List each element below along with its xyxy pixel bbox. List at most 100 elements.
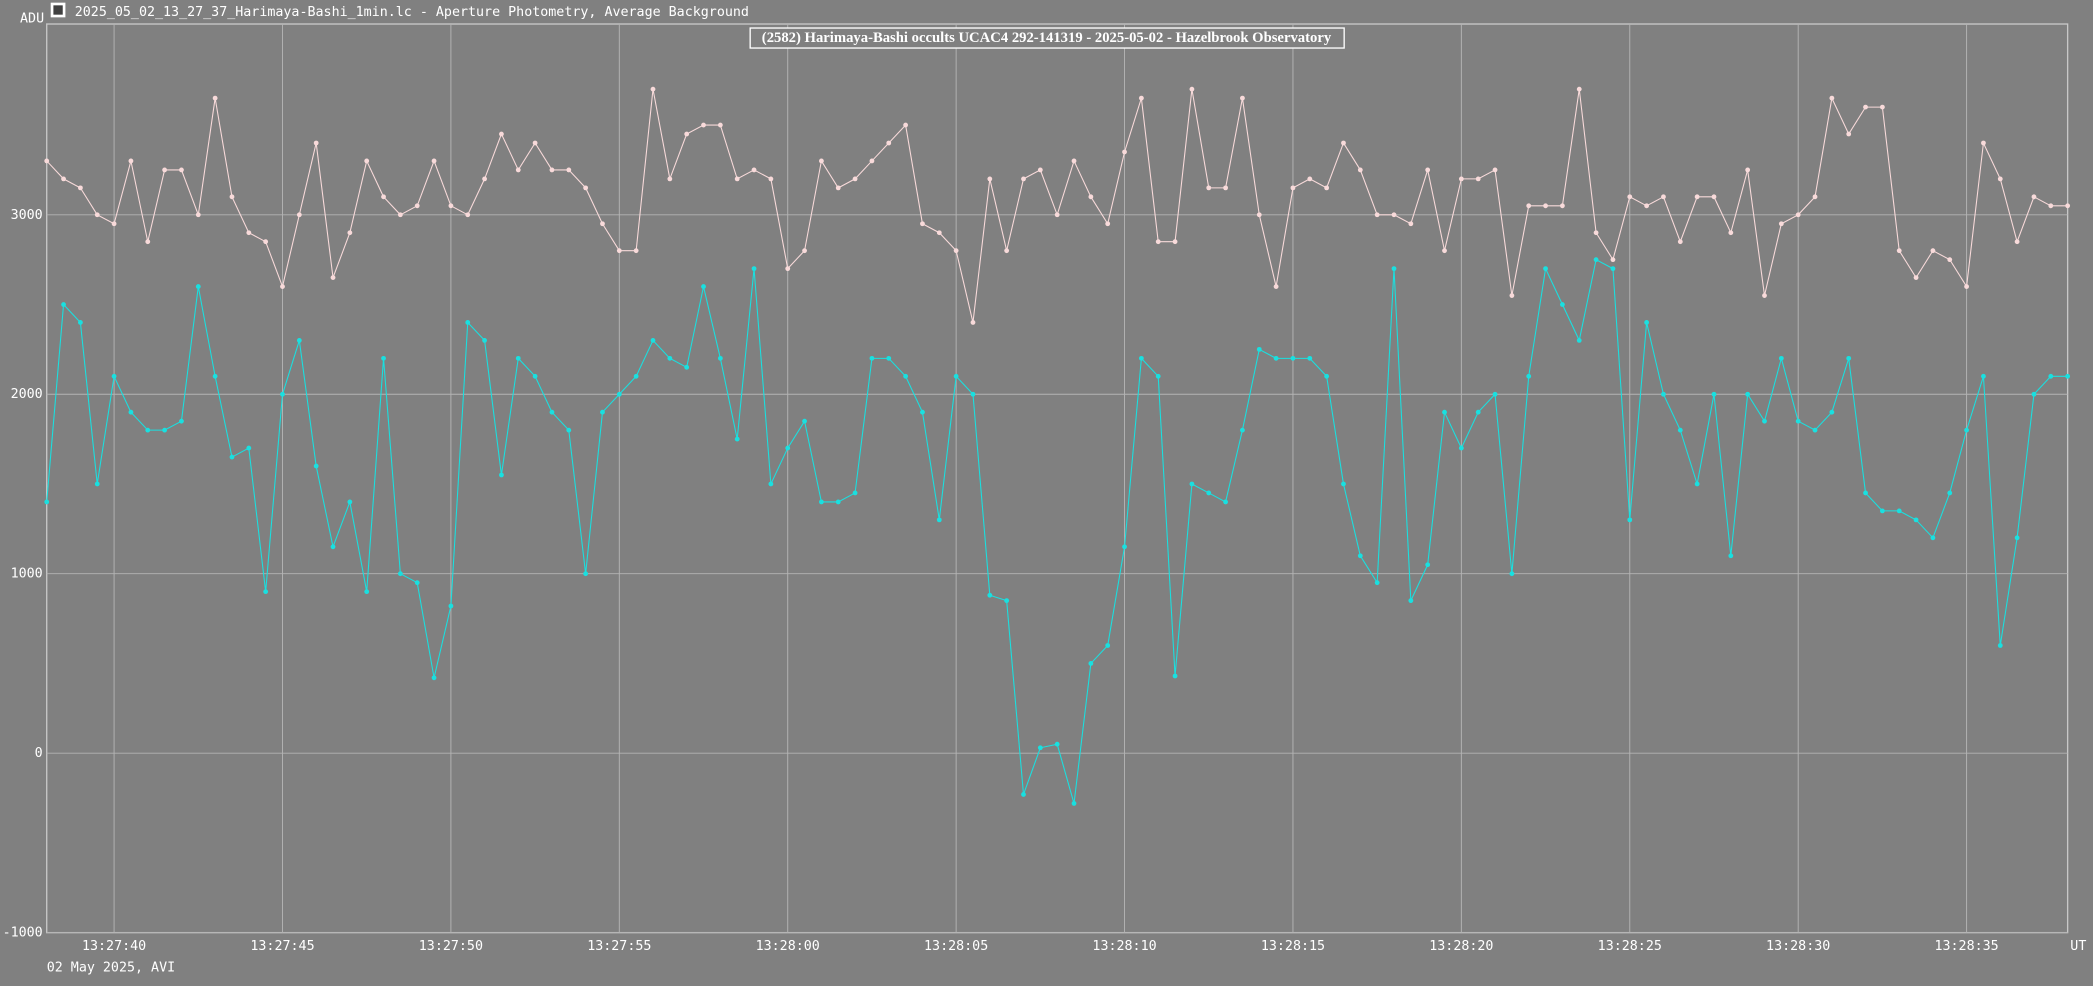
data-point [987, 176, 993, 182]
data-point [44, 499, 50, 505]
data-point [1307, 176, 1313, 182]
data-point [482, 176, 487, 182]
data-point [44, 158, 50, 164]
data-point [1256, 212, 1262, 218]
data-point [1122, 149, 1127, 155]
data-point [1138, 355, 1144, 361]
data-point [1290, 355, 1296, 361]
data-point [1088, 194, 1094, 200]
data-point [1391, 212, 1397, 218]
data-point [1913, 517, 1919, 523]
data-point [667, 176, 673, 182]
data-point [920, 409, 925, 415]
data-point [1425, 562, 1431, 568]
data-point [1223, 499, 1228, 505]
data-point [1172, 673, 1178, 679]
data-point [869, 158, 875, 164]
data-point [77, 185, 83, 191]
data-point [296, 212, 302, 218]
data-point [1863, 490, 1868, 496]
x-tick-label: 13:27:50 [419, 939, 483, 954]
data-point [77, 320, 83, 325]
data-point [1256, 346, 1262, 352]
data-point [313, 140, 319, 146]
data-point [431, 158, 437, 164]
data-point [195, 212, 201, 218]
data-point [1879, 104, 1885, 110]
data-point [785, 266, 791, 272]
data-point [448, 603, 454, 609]
data-point [1576, 86, 1582, 92]
data-point [1408, 598, 1414, 604]
data-point [1054, 741, 1060, 747]
data-point [1964, 284, 1969, 289]
data-point [1560, 302, 1565, 307]
data-point [1728, 553, 1734, 559]
y-tick-label: 2000 [11, 387, 43, 402]
data-point [2031, 194, 2037, 200]
data-point [701, 284, 706, 289]
data-point [903, 373, 909, 379]
data-point [734, 176, 740, 182]
x-tick-label: 13:28:30 [1766, 939, 1830, 954]
data-point [2065, 203, 2071, 209]
data-point [869, 355, 875, 361]
data-point [1762, 293, 1767, 298]
data-point [701, 122, 706, 128]
data-point [465, 320, 471, 325]
data-point [280, 284, 285, 289]
data-point [751, 266, 757, 272]
data-point [1004, 598, 1010, 604]
data-point [616, 391, 622, 397]
data-point [1661, 391, 1666, 397]
data-point [1526, 373, 1532, 379]
data-point [1458, 176, 1464, 182]
y-tick-label: -1000 [3, 926, 43, 941]
data-point [347, 230, 353, 236]
data-point [246, 230, 252, 236]
data-point [819, 499, 824, 505]
data-point [549, 409, 555, 415]
data-point [364, 158, 370, 164]
data-point [1273, 355, 1279, 361]
data-point [1610, 266, 1616, 272]
data-point [717, 355, 723, 361]
data-point [1475, 409, 1481, 415]
data-point [499, 131, 504, 137]
data-point [381, 194, 386, 200]
data-point [162, 427, 168, 433]
data-point [431, 675, 437, 681]
data-point [1105, 221, 1111, 227]
data-point [229, 454, 235, 460]
window-title: 2025_05_02_13_27_37_Harimaya-Bashi_1min.… [75, 5, 749, 20]
data-point [1745, 391, 1751, 397]
data-point [1189, 86, 1195, 92]
data-point [785, 445, 791, 451]
data-point [1863, 104, 1868, 110]
data-point [566, 427, 572, 433]
data-point [1576, 338, 1582, 343]
data-point [852, 490, 858, 496]
data-point [600, 409, 605, 415]
data-point [1425, 167, 1431, 173]
data-point [1324, 373, 1330, 379]
data-point [1745, 167, 1751, 173]
data-point [1896, 248, 1902, 254]
data-point [1829, 95, 1835, 101]
data-point [1021, 792, 1026, 797]
data-point [1290, 185, 1296, 191]
data-point [1122, 544, 1127, 550]
data-point [1981, 140, 1986, 146]
data-point [1492, 391, 1498, 397]
data-point [465, 212, 471, 218]
data-point [1711, 194, 1717, 200]
data-point [1037, 167, 1043, 173]
data-point [1677, 427, 1683, 433]
data-point [1374, 580, 1380, 586]
data-point [1711, 391, 1717, 397]
data-point [263, 239, 269, 245]
data-point [414, 580, 420, 586]
data-point [1795, 212, 1801, 218]
data-point [263, 589, 269, 595]
data-point [145, 427, 151, 433]
